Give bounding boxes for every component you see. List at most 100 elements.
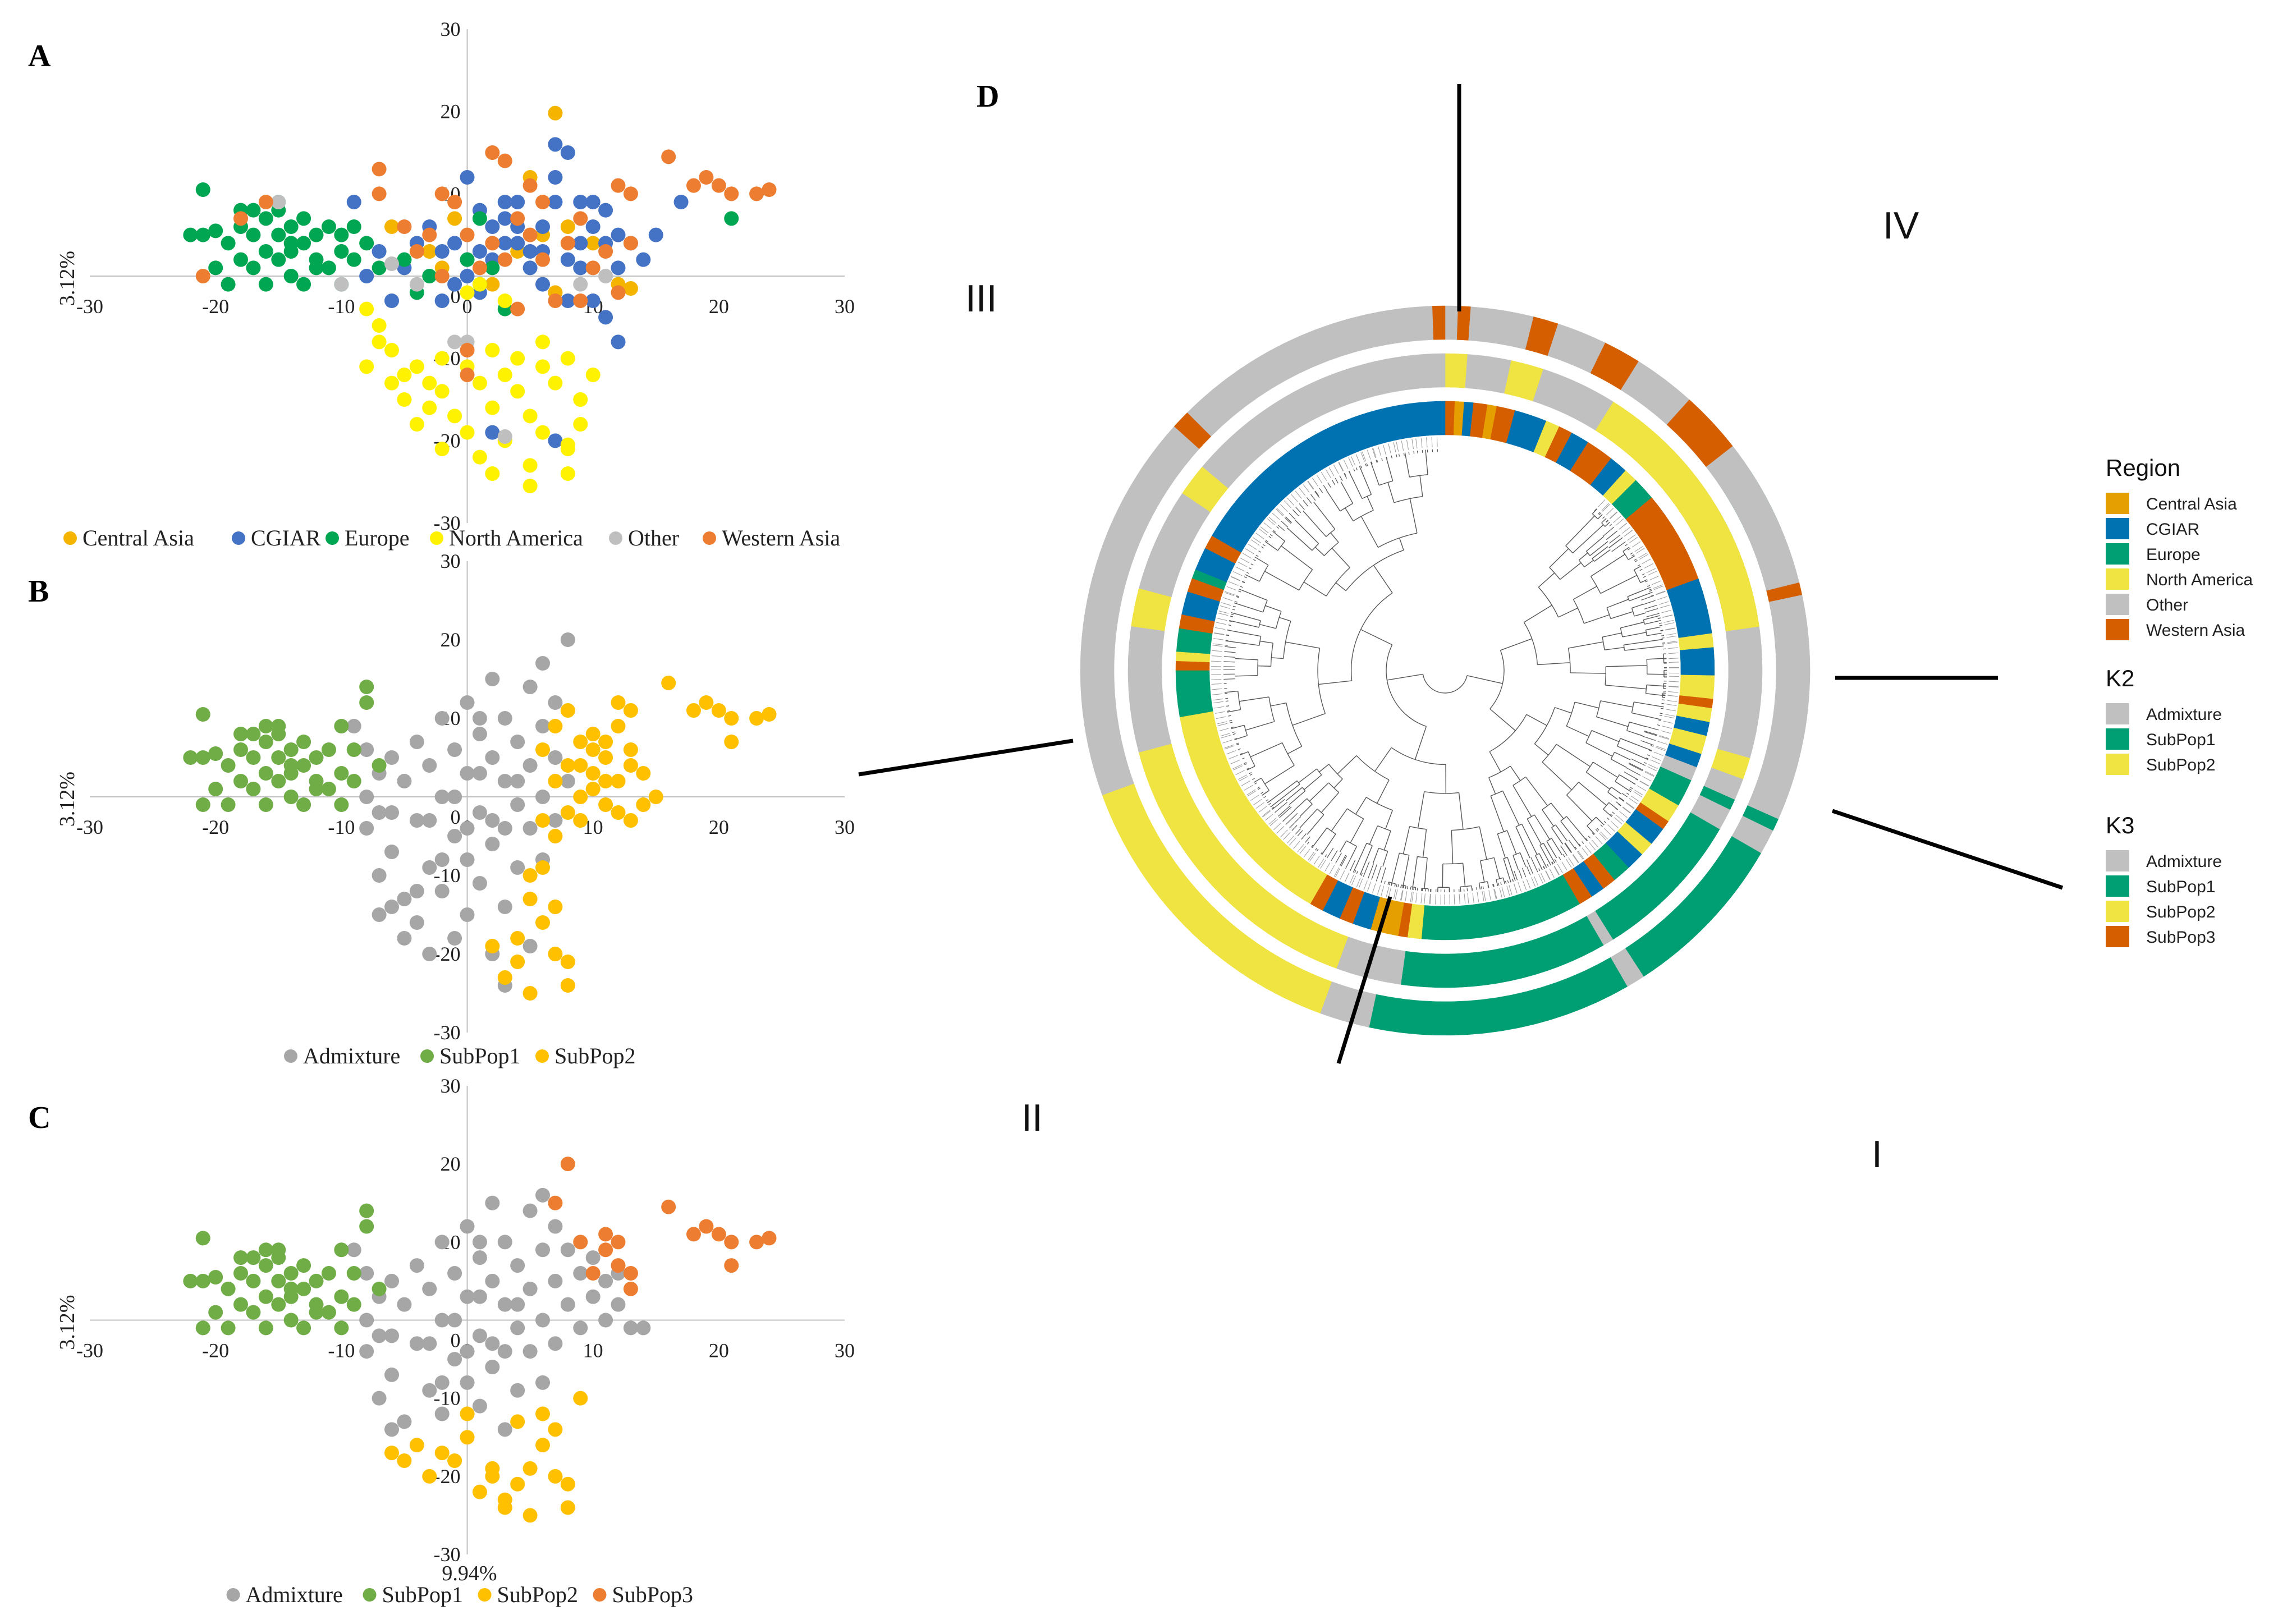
tree-leaf-label [1224,744,1234,749]
tree-branch [1587,825,1595,835]
data-point [598,797,613,812]
tree-branch [1270,702,1286,707]
tree-leaf-label [1657,741,1667,745]
data-point [372,334,387,350]
data-point [460,695,475,710]
tree-branch [1268,536,1272,539]
tree-branch [1286,527,1313,551]
data-point [522,892,538,906]
tree-branch [1276,526,1279,529]
data-point [372,1281,387,1296]
tree-branch [1379,480,1393,486]
tree-branch [1331,479,1336,485]
tree-leaf-label [1333,465,1339,474]
scatter-panel-c: -30-20-100102030302010-10-20-3003.12%9.9… [56,1075,855,1607]
tree-leaf-label [1212,650,1222,652]
tree-branch [1252,778,1255,781]
tree-leaf-label [1634,545,1644,552]
key-label: SubPop2 [2146,756,2215,774]
ring-segment [1468,306,1534,350]
tree-branch [1612,811,1615,814]
key-label: Europe [2146,545,2201,564]
tree-branch [1262,790,1269,796]
data-point [711,703,726,718]
data-point [510,351,525,366]
tree-leaf-label [1635,548,1645,554]
tree-branch [1381,867,1386,883]
tree-leaf-label [1526,879,1531,889]
data-point [648,227,663,242]
data-point [208,260,223,276]
cluster-label: IV [1883,204,1919,247]
data-point [548,829,563,843]
tree-leaf-label [1211,683,1222,685]
legend-marker [363,1588,377,1602]
tree-branch [1615,801,1621,806]
tree-branch [1245,721,1275,731]
data-point [195,182,210,197]
tree-branch [1646,693,1666,696]
tree-leaf-label [1395,889,1398,900]
tree-branch [1551,827,1564,845]
tree-leaf-label [1411,892,1414,902]
tree-branch [1573,586,1597,600]
tree-leaf-label [1633,791,1643,797]
tree-leaf-label [1217,723,1228,726]
tree-branch [1645,726,1659,731]
tree-leaf-label [1631,541,1641,548]
tree-branch [1266,540,1268,543]
tree-branch [1369,825,1378,845]
tree-leaf-label [1275,508,1284,516]
data-point [460,343,475,357]
tree-branch [1254,556,1269,566]
data-point [510,236,525,251]
data-point [422,1383,437,1398]
tree-leaf-label [1610,820,1619,828]
tree-branch [1249,773,1253,776]
tree-branch [1229,621,1232,622]
data-point [397,219,412,234]
tree-leaf-label [1211,660,1222,662]
tree-branch [1493,857,1500,879]
tree-branch [1224,690,1238,693]
data-point [409,244,424,259]
tree-leaf-label [1665,714,1675,717]
data-point [548,1422,563,1437]
tree-leaf-label [1601,503,1610,511]
tree-leaf-label [1660,604,1670,608]
tree-branch [1539,853,1547,868]
data-point [346,774,361,788]
tree-leaf-label [1549,868,1555,878]
tree-branch [1451,830,1454,864]
tree-branch [1335,852,1342,864]
tree-leaf-label [1299,487,1306,496]
data-point [422,758,437,773]
tree-branch [1225,645,1228,646]
tree-branch [1354,870,1356,873]
tree-branch [1595,829,1598,832]
data-point [233,727,248,741]
data-point [472,711,487,726]
key-label: CGIAR [2146,520,2199,539]
legend-marker [703,531,716,545]
data-point [724,1258,739,1273]
tree-branch [1597,514,1603,520]
legend-label: Other [628,525,679,550]
tree-branch [1627,596,1630,602]
data-point [472,1250,487,1265]
tree-leaf-label [1367,449,1371,460]
tree-leaf-label [1351,875,1356,886]
data-point [522,868,538,883]
tree-leaf-label [1231,576,1241,581]
data-point [497,711,512,726]
tree-leaf-label [1269,819,1278,827]
data-point [258,1242,273,1258]
tree-branch [1647,754,1650,756]
tree-branch [1394,496,1423,503]
tree-branch [1321,833,1336,855]
tree-branch [1558,856,1561,860]
cluster-divider [858,738,1074,777]
tree-branch [1234,601,1237,603]
data-point [372,805,387,820]
tree-leaf-label [1625,802,1634,809]
